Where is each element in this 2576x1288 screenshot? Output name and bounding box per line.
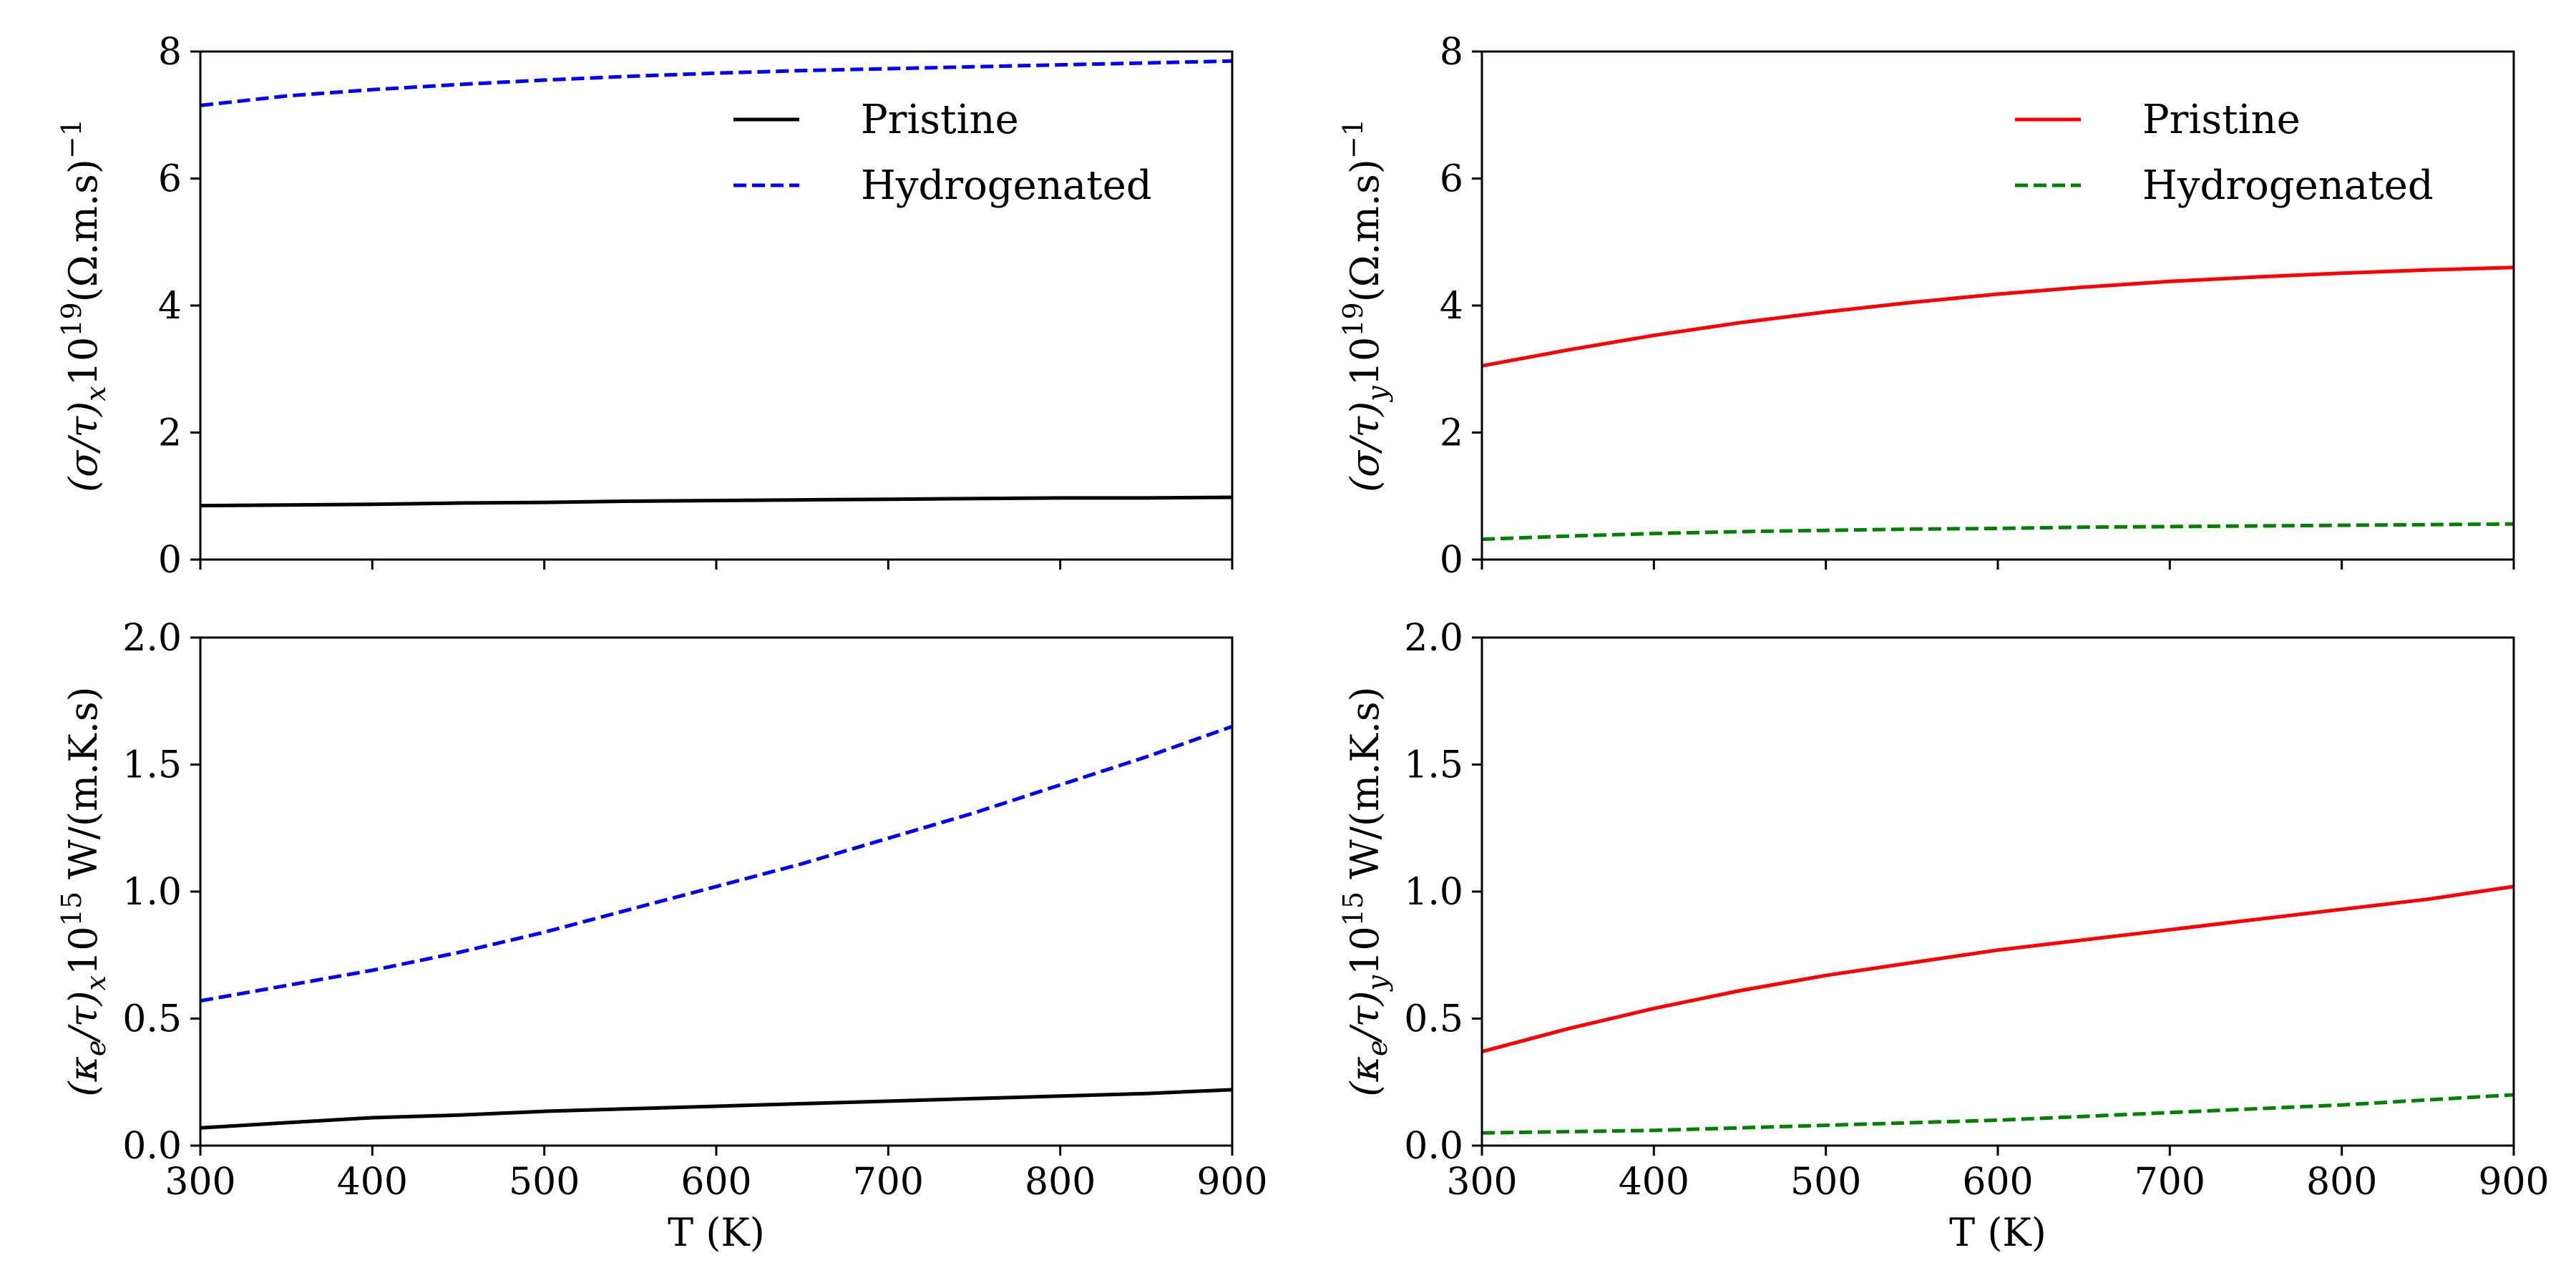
y-tick-label: 0.5 [1404, 998, 1463, 1041]
y-tick-label: 2.0 [122, 617, 182, 660]
y-tick-label: 6 [1440, 158, 1463, 201]
x-tick-label: 800 [2306, 1161, 2377, 1204]
y-tick-label: 2 [158, 412, 182, 455]
y-tick-label: 1.0 [1404, 871, 1463, 914]
y-tick-label: 0.0 [1404, 1125, 1463, 1168]
x-axis-label: T (K) [668, 1210, 765, 1255]
x-tick-label: 600 [680, 1161, 751, 1204]
series-line-hydrogenated [200, 59, 1233, 107]
x-tick-label: 700 [853, 1161, 924, 1204]
y-tick-label: 8 [1440, 31, 1463, 74]
x-tick-label: 500 [509, 1161, 580, 1204]
y-tick-label: 1.5 [122, 744, 182, 787]
series-line-pristine [1481, 265, 2514, 368]
x-tick-label: 900 [2478, 1161, 2549, 1204]
y-tick-label: 8 [158, 31, 182, 74]
y-tick-label: 6 [158, 158, 182, 201]
y-tick-label: 2 [1440, 412, 1463, 455]
legend-label-pristine: Pristine [861, 97, 1019, 143]
y-tick-label: 0 [158, 539, 182, 582]
y-tick-label: 0.5 [122, 998, 182, 1041]
y-tick-label: 0 [1440, 539, 1463, 582]
series-line-pristine [1481, 884, 2514, 1054]
y-axis-label: (σ/τ)x1019(Ω.m.s)−1 [56, 119, 112, 492]
y-tick-label: 4 [158, 285, 182, 328]
series-line-pristine [200, 495, 1233, 508]
y-axis-label: (κe/τ)x1015 W/(m.K.s) [56, 686, 112, 1096]
series-line-hydrogenated [1481, 522, 2514, 542]
panel-sigma-x: 0 2 4 6 8 (σ/τ)x1019(Ω.m.s)−1 Pristine Hydrogen… [56, 31, 1234, 582]
legend-label-hydrogenated: Hydrogenated [861, 162, 1152, 209]
y-tick-label: 1.5 [1404, 744, 1463, 787]
x-tick-label: 800 [1025, 1161, 1096, 1204]
x-tick-label: 700 [2135, 1161, 2205, 1204]
axes-frame [199, 50, 1234, 561]
y-tick-label: 4 [1440, 285, 1463, 328]
series-line-pristine [200, 1088, 1233, 1130]
x-tick-label: 500 [1790, 1161, 1861, 1204]
x-tick-label: 600 [1962, 1161, 2033, 1204]
x-tick-label: 900 [1196, 1161, 1267, 1204]
panel-kappa-x: 300 400 500 600 700 800 900 0.0 0.5 1.0 1.5 2.0 T (K… [56, 617, 1268, 1255]
series-line-hydrogenated [200, 724, 1233, 1003]
axes-frame [1480, 636, 2515, 1147]
panel-kappa-y: 300 400 500 600 700 800 900 0.0 0.5 1.0 1.5 2.0 T (K… [1337, 617, 2550, 1255]
x-tick-label: 300 [1446, 1161, 1517, 1204]
y-axis-label: (κe/τ)y1015 W/(m.K.s) [1337, 686, 1393, 1096]
x-tick-label: 300 [165, 1161, 235, 1204]
y-axis-label: (σ/τ)y1019(Ω.m.s)−1 [1337, 119, 1393, 492]
x-tick-label: 400 [1619, 1161, 1689, 1204]
x-axis-label: T (K) [1949, 1210, 2046, 1255]
series-line-hydrogenated [1481, 1093, 2514, 1135]
panel-sigma-y: 0 2 4 6 8 (σ/τ)y1019(Ω.m.s)−1 Pristine Hydrogen… [1337, 31, 2515, 582]
y-tick-label: 2.0 [1404, 617, 1463, 660]
axes-frame [199, 636, 1234, 1147]
axes-frame [1480, 50, 2515, 561]
legend-label-pristine: Pristine [2142, 97, 2301, 143]
legend-label-hydrogenated: Hydrogenated [2142, 162, 2434, 209]
x-tick-label: 400 [337, 1161, 408, 1204]
y-tick-label: 0.0 [122, 1125, 182, 1168]
y-tick-label: 1.0 [122, 871, 182, 914]
